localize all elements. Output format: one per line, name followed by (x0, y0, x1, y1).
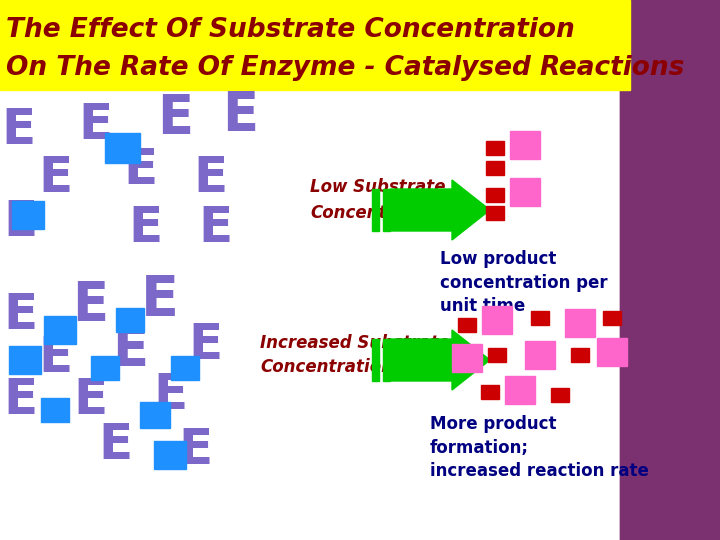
Bar (603, 311, 621, 325)
Bar (620, 0, 720, 540)
Bar (488, 348, 506, 362)
Text: E: E (128, 204, 162, 252)
Text: E: E (38, 334, 72, 382)
Bar (486, 161, 504, 175)
Bar (382, 189, 390, 231)
Bar (620, 0, 720, 540)
Text: More product
formation;
increased reaction rate: More product formation; increased reacti… (430, 415, 649, 480)
Text: E: E (188, 321, 222, 369)
Text: E: E (1, 106, 35, 154)
Bar (525, 341, 555, 369)
Bar (481, 385, 499, 399)
Bar (505, 376, 535, 404)
Text: E: E (72, 279, 108, 331)
Bar (486, 188, 504, 202)
Bar (104, 133, 140, 163)
Bar (44, 316, 76, 344)
Text: E: E (38, 154, 72, 202)
Text: The Effect Of Substrate Concentration: The Effect Of Substrate Concentration (6, 17, 575, 43)
Text: E: E (193, 154, 227, 202)
Text: E: E (198, 204, 232, 252)
Bar (9, 346, 41, 374)
Text: On The Rate Of Enzyme - Catalysed Reactions: On The Rate Of Enzyme - Catalysed Reacti… (6, 55, 685, 81)
Text: E: E (178, 426, 212, 474)
Text: E: E (3, 376, 37, 424)
Bar (458, 318, 476, 332)
FancyArrow shape (390, 180, 490, 240)
Bar (510, 178, 540, 206)
Bar (12, 201, 44, 229)
Bar (571, 348, 589, 362)
Text: E: E (112, 324, 148, 376)
Bar (531, 311, 549, 325)
Bar (597, 338, 627, 366)
Text: E: E (123, 146, 157, 194)
Bar (382, 339, 390, 381)
FancyArrow shape (390, 330, 490, 390)
Text: E: E (98, 421, 132, 469)
Text: E: E (3, 198, 37, 246)
Text: Low product
concentration per
unit time: Low product concentration per unit time (440, 250, 608, 315)
Bar (372, 189, 379, 231)
Bar (140, 402, 170, 428)
Bar (565, 309, 595, 337)
Bar (551, 388, 569, 402)
Bar (116, 308, 144, 332)
Bar (171, 356, 199, 380)
Text: Low Substrate
Concentration: Low Substrate Concentration (310, 179, 446, 221)
Bar (91, 356, 119, 380)
Text: E: E (78, 101, 112, 149)
Text: E: E (3, 291, 37, 339)
Text: E: E (222, 89, 258, 141)
Text: E: E (157, 92, 193, 144)
Bar (41, 398, 69, 422)
Bar (0, 0, 630, 90)
Text: E: E (153, 371, 187, 419)
Bar (452, 344, 482, 372)
Text: E: E (73, 376, 107, 424)
Bar (372, 339, 379, 381)
Bar (486, 141, 504, 155)
Bar (482, 306, 512, 334)
Bar (154, 441, 186, 469)
Bar (486, 206, 504, 220)
Text: Increased Substrate
Concentration: Increased Substrate Concentration (260, 334, 450, 376)
Bar (510, 131, 540, 159)
Text: E: E (141, 273, 179, 327)
